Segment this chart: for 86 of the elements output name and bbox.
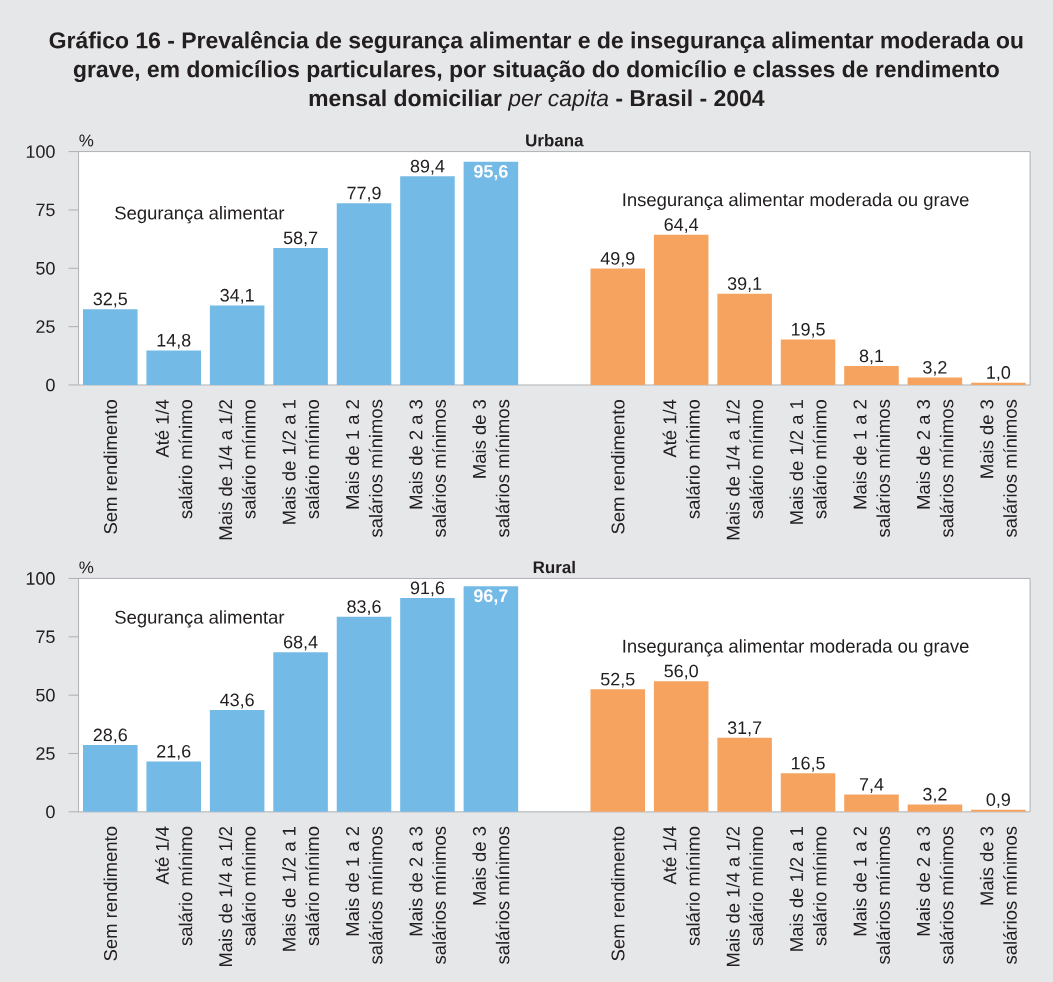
data-label: 77,9 xyxy=(347,186,381,202)
data-label: 0,9 xyxy=(986,793,1010,808)
data-label: 21,6 xyxy=(157,744,191,760)
data-label: 3,2 xyxy=(923,787,947,803)
series-label: Segurança alimentar xyxy=(115,205,285,224)
y-axis-title: % xyxy=(79,134,94,147)
data-label: 95,6 xyxy=(474,164,508,181)
x-tick-label: Até 1/4 salário mínimo xyxy=(155,399,193,519)
data-label: 8,1 xyxy=(859,349,884,365)
bar xyxy=(971,809,1026,812)
y-tick-label: 100 xyxy=(26,145,55,158)
text: Insegurança alimentar moderada ou grave xyxy=(623,192,969,210)
chart-subtitle: Urbana xyxy=(526,133,584,147)
data-label: 89,4 xyxy=(410,159,445,175)
bar xyxy=(844,794,899,812)
data-label: 83,6 xyxy=(347,600,381,615)
data-label: 64,4 xyxy=(664,217,699,233)
chart-title: Gráfico 16 - Prevalência de segurança alimentar e de insegurança alimentar moderada ou grave, em domicílios particulares, por situação do domicílio e classes de rendimento mensal domiciliar per capita - Brasil - 2004 xyxy=(49,30,1023,111)
chart-subtitle: Rural xyxy=(533,560,575,574)
data-label: 52,5 xyxy=(601,672,635,688)
x-tick-label: Mais de 1 a 2 salários mínimos xyxy=(852,826,890,964)
bar xyxy=(653,234,709,385)
data-label: 39,1 xyxy=(727,277,762,292)
bar xyxy=(209,709,265,812)
bar xyxy=(273,652,328,812)
y-tick-label: 100 xyxy=(26,571,55,585)
y-tick-label: 75 xyxy=(36,203,55,216)
data-label: 91,6 xyxy=(410,581,445,597)
data-label: 56,0 xyxy=(664,664,698,680)
y-tick-label: 50 xyxy=(36,261,55,275)
bar xyxy=(590,268,646,385)
bar xyxy=(273,247,328,385)
bar xyxy=(146,761,201,812)
bar xyxy=(653,680,709,812)
y-tick-label: 25 xyxy=(36,746,55,760)
x-tick-label: Até 1/4 salário mínimo xyxy=(155,826,193,946)
bar xyxy=(400,597,455,812)
bar xyxy=(717,293,772,385)
y-axis-title: % xyxy=(79,561,94,574)
bar xyxy=(336,616,392,812)
bar xyxy=(844,365,899,385)
bar xyxy=(907,377,963,385)
data-label: 43,6 xyxy=(220,693,254,709)
y-tick-label: 0 xyxy=(46,805,55,818)
bar xyxy=(336,202,392,385)
data-label: 96,7 xyxy=(474,589,508,605)
x-tick-label: Sem rendimento xyxy=(103,826,118,961)
x-tick-label: Mais de 1 a 2 salários mínimos xyxy=(345,399,383,537)
data-label: 58,7 xyxy=(283,231,318,247)
y-tick-label: 25 xyxy=(36,320,55,333)
x-tick-label: Até 1/4 salário mínimo xyxy=(662,826,700,946)
bar xyxy=(209,305,265,385)
y-tick-label: 75 xyxy=(36,630,55,643)
x-tick-label: Mais de 1 a 2 salários mínimos xyxy=(852,399,890,537)
data-label: 3,2 xyxy=(923,360,947,376)
data-label: 68,4 xyxy=(284,635,318,651)
x-tick-label: Até 1/4 salário mínimo xyxy=(662,399,700,519)
data-label: 19,5 xyxy=(791,322,825,338)
bar xyxy=(83,744,138,812)
bar xyxy=(590,689,646,812)
x-tick-label: Mais de 1 a 2 salários mínimos xyxy=(345,826,383,964)
series-label: Insegurança alimentar moderada ou grave xyxy=(623,638,969,657)
bar xyxy=(463,161,519,385)
series-label: Segurança alimentar xyxy=(115,610,285,628)
bar xyxy=(83,308,138,385)
bar xyxy=(907,804,963,812)
bar xyxy=(400,176,455,385)
x-tick-label: Sem rendimento xyxy=(610,399,625,534)
data-label: 28,6 xyxy=(93,728,127,744)
data-label: 49,9 xyxy=(600,251,635,267)
data-label: 16,5 xyxy=(791,756,825,772)
bar xyxy=(780,339,836,385)
bar xyxy=(463,585,519,812)
y-tick-label: 50 xyxy=(36,688,55,702)
x-tick-label: Sem rendimento xyxy=(103,399,118,534)
bar xyxy=(146,350,201,385)
data-label: 7,4 xyxy=(859,778,884,793)
bar xyxy=(780,773,836,812)
data-label: 32,5 xyxy=(93,292,127,308)
data-label: 31,7 xyxy=(727,721,762,736)
y-tick-label: 0 xyxy=(46,378,55,392)
data-label: 1,0 xyxy=(987,365,1011,381)
data-label: 14,8 xyxy=(157,333,191,349)
data-label: 34,1 xyxy=(220,288,254,304)
x-tick-label: Sem rendimento xyxy=(610,826,625,961)
bar xyxy=(717,737,772,812)
